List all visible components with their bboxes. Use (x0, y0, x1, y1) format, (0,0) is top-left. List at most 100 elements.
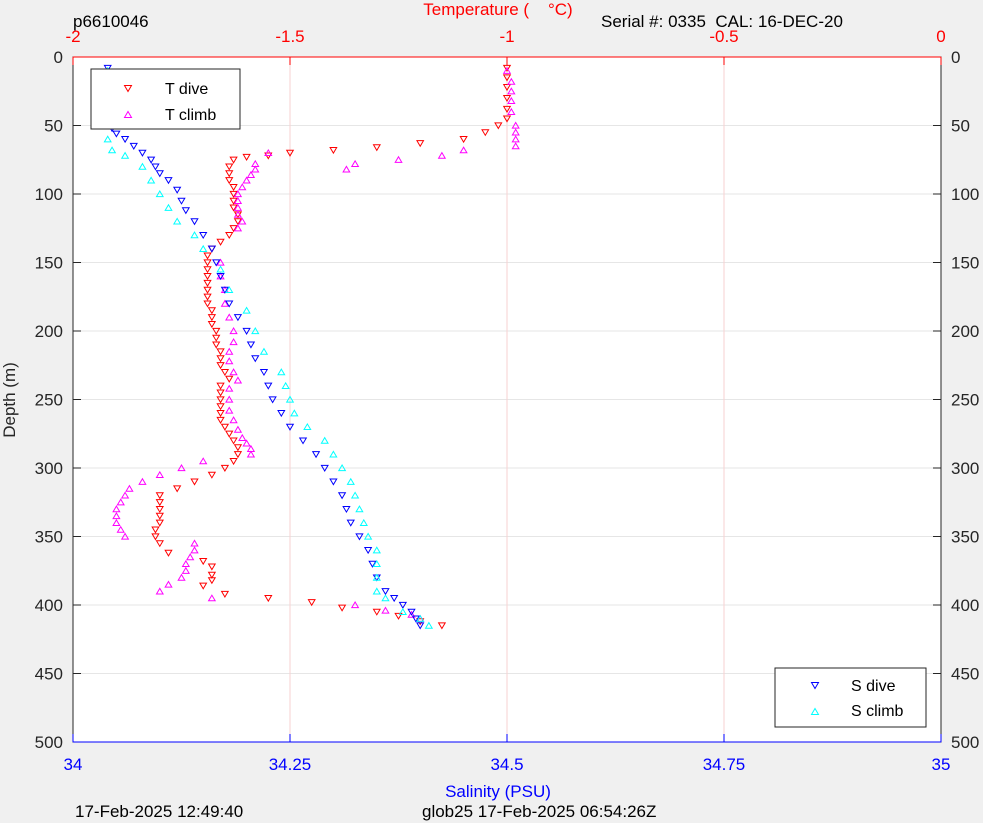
data-point (125, 484, 134, 492)
data-point (511, 128, 520, 136)
data-point (398, 607, 408, 615)
data-point (372, 573, 381, 581)
data-point (381, 594, 390, 602)
data-point (220, 299, 230, 307)
data-point (146, 176, 156, 184)
data-point (242, 439, 251, 447)
data-point (372, 587, 381, 595)
data-point (199, 558, 208, 566)
data-point (398, 601, 408, 609)
data-point (363, 547, 373, 555)
data-point (363, 532, 373, 540)
data-point (164, 177, 173, 185)
data-point (177, 464, 186, 472)
data-point (229, 327, 238, 335)
data-point (238, 433, 247, 441)
temperature-axis-label: Temperature ( °C) (423, 0, 572, 19)
data-point (242, 176, 251, 184)
data-point (216, 362, 225, 370)
data-point (229, 156, 238, 164)
data-point (502, 94, 512, 103)
data-point (186, 553, 195, 561)
depth-tick-label-right: 400 (951, 596, 979, 615)
salinity-tick-label: 34.75 (703, 755, 746, 774)
data-point (120, 136, 130, 144)
data-point (337, 604, 347, 612)
data-point (350, 491, 360, 499)
data-point (207, 571, 217, 579)
data-point (220, 464, 230, 472)
data-point (103, 64, 112, 72)
data-point (359, 518, 368, 526)
data-point (251, 355, 260, 363)
data-point (172, 186, 182, 194)
data-point (502, 84, 512, 92)
data-point (112, 505, 121, 513)
data-point (264, 148, 273, 157)
data-point (233, 425, 243, 433)
depth-tick-label-right: 250 (951, 391, 979, 410)
depth-tick-label-right: 500 (951, 733, 979, 752)
data-point (416, 614, 425, 622)
data-point (129, 142, 138, 151)
data-point (511, 142, 520, 150)
data-point (177, 197, 186, 205)
salinity-tick-label: 34 (64, 755, 83, 774)
data-point (381, 588, 390, 596)
data-point (199, 231, 208, 240)
data-point (116, 525, 125, 533)
depth-axis-label: Depth (m) (0, 362, 19, 438)
depth-tick-label-right: 150 (951, 254, 979, 273)
data-point (342, 505, 351, 514)
data-point (155, 519, 164, 527)
data-point (229, 416, 238, 424)
data-point (207, 314, 217, 322)
data-point (229, 225, 238, 233)
legend-s-climb-label: S climb (851, 703, 904, 720)
data-point (216, 258, 225, 266)
data-point (502, 64, 512, 72)
data-point (346, 477, 355, 485)
data-point (342, 165, 351, 173)
data-point (146, 156, 156, 164)
data-point (203, 300, 212, 308)
data-point (225, 357, 234, 365)
data-point (437, 622, 447, 630)
data-point (229, 368, 238, 376)
data-point (138, 149, 147, 157)
salinity-tick-label: 34.5 (490, 755, 523, 774)
data-point (199, 244, 208, 252)
data-point (112, 518, 121, 526)
series-t-climb (112, 66, 520, 622)
data-point (507, 96, 516, 104)
data-point (329, 147, 338, 155)
salinity-axis-label: Salinity (PSU) (445, 782, 551, 801)
depth-tick-label-right: 450 (951, 665, 979, 684)
legend-temperature: T dive T climb (90, 68, 241, 130)
data-point (207, 563, 217, 571)
depth-tick-label-left: 500 (35, 733, 63, 752)
data-point (320, 436, 329, 444)
data-point (277, 368, 286, 376)
serial-cal-info: Serial #: 0335 CAL: 16-DEC-20 (601, 12, 843, 31)
data-point (107, 146, 117, 154)
data-point (281, 381, 290, 389)
data-point (207, 245, 217, 253)
data-point (459, 146, 468, 154)
data-point (177, 573, 186, 581)
data-point (507, 107, 516, 115)
data-point (116, 498, 125, 506)
data-point (225, 177, 234, 185)
data-point (511, 121, 520, 129)
data-point (229, 197, 238, 205)
data-point (225, 347, 234, 355)
data-point (190, 231, 199, 239)
data-point (203, 273, 212, 281)
data-point (112, 511, 121, 520)
data-point (329, 450, 338, 458)
depth-tick-label-left: 400 (35, 596, 63, 615)
data-point (112, 130, 121, 138)
data-point (285, 395, 295, 403)
data-point (216, 265, 225, 273)
data-point (251, 327, 260, 335)
